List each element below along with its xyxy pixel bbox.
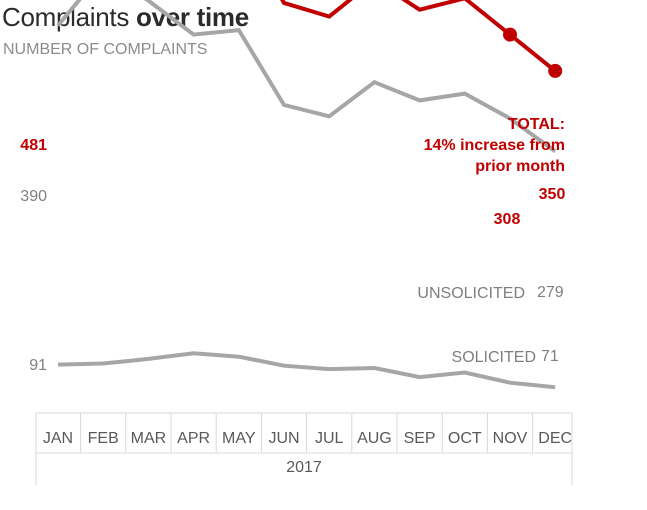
total-point-nov (503, 27, 517, 42)
total-dec-label: 350 (539, 186, 566, 203)
annotation-line-3: prior month (475, 158, 565, 175)
x-tick-label: MAY (222, 430, 256, 447)
x-tick-label: JAN (43, 430, 73, 447)
chart-subtitle: NUMBER OF COMPLAINTS (3, 41, 208, 58)
x-tick-label: DEC (538, 430, 572, 447)
series-line-total (280, 0, 557, 73)
x-tick-label: SEP (404, 430, 436, 447)
unsolicited-end-label: 279 (537, 284, 564, 301)
x-tick-label: OCT (448, 430, 482, 447)
x-axis: JAN FEB MAR APR MAY JUN JUL AUG SEP OCT NOV DEC 2017 (35, 412, 573, 485)
x-tick-label: MAR (131, 430, 167, 447)
year-label: 2017 (286, 459, 322, 476)
annotation-line-2: 14% increase from (424, 137, 565, 154)
total-start-label: 481 (20, 137, 47, 154)
x-tick-label: APR (177, 430, 210, 447)
x-tick-label: AUG (357, 430, 392, 447)
x-tick-label: NOV (493, 430, 528, 447)
x-tick-label: JUN (268, 430, 299, 447)
x-tick-label: FEB (88, 430, 119, 447)
series-group (56, 0, 563, 390)
series-line-solicited (57, 351, 556, 390)
unsolicited-series-label: UNSOLICITED (417, 285, 525, 302)
solicited-series-label: SOLICITED (452, 349, 536, 366)
total-nov-label: 308 (494, 211, 521, 228)
solicited-end-label: 71 (541, 348, 559, 365)
annotation-line-1: TOTAL: (508, 116, 565, 133)
x-tick-label: JUL (315, 430, 344, 447)
series-line-unsolicited (56, 0, 557, 154)
solicited-start-label: 91 (29, 357, 47, 374)
total-point-dec (548, 63, 563, 78)
unsolicited-start-label: 390 (20, 188, 47, 205)
